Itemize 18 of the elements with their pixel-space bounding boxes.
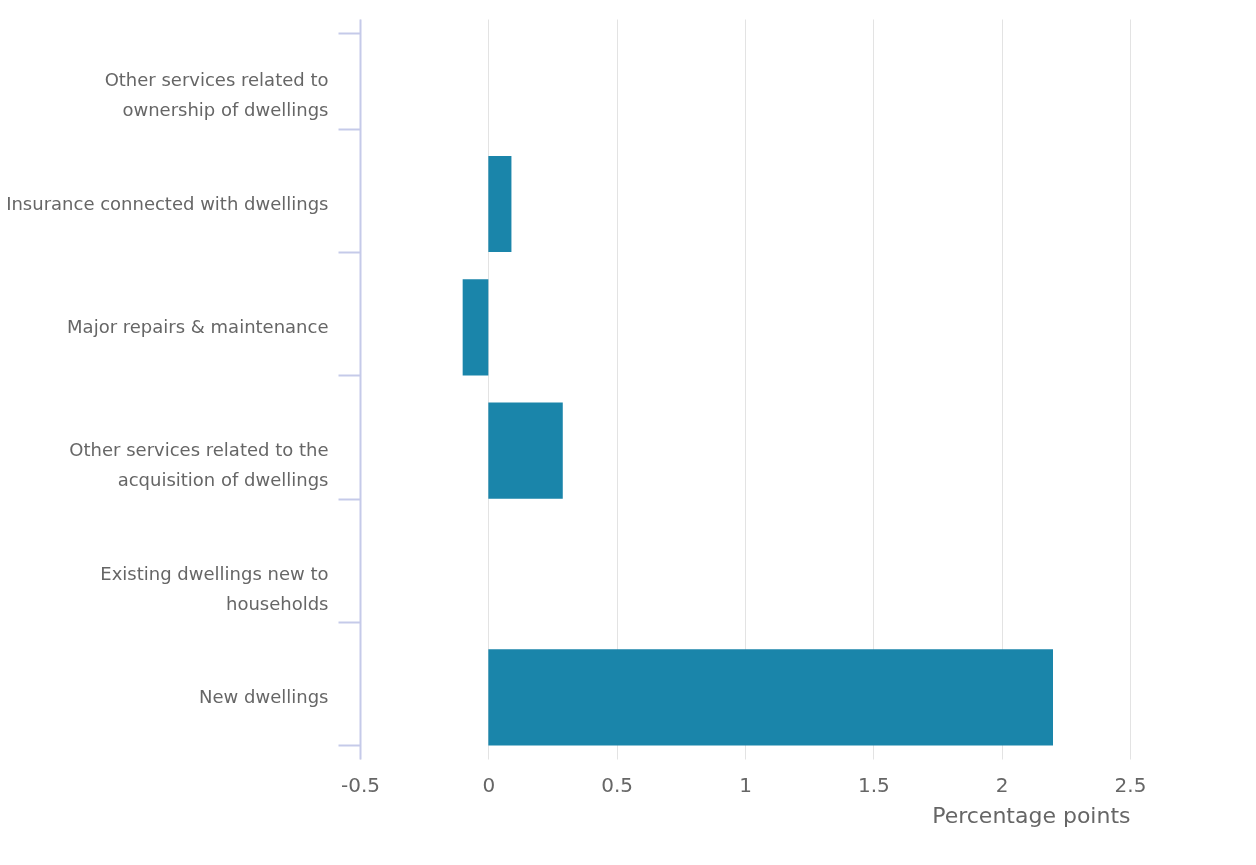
x-tick-label: 0 — [482, 772, 496, 797]
y-tick-label: New dwellings — [199, 685, 329, 707]
y-tick-label: Major repairs & maintenance — [67, 315, 329, 337]
bar — [488, 402, 563, 499]
x-tick-label: 2 — [995, 772, 1009, 797]
x-tick-label: 1.5 — [857, 772, 890, 797]
y-tick-label: Other services related to ownership of dwellings — [104, 69, 329, 121]
y-tick-label: Existing dwellings new to households — [100, 562, 329, 614]
y-tick-label: Other services related to the acquisition of dwellings — [69, 439, 329, 491]
x-axis-title: Percentage points — [932, 802, 1131, 828]
bar — [488, 155, 512, 253]
bar — [462, 279, 489, 376]
x-tick-label: 2.5 — [1114, 772, 1147, 797]
y-tick-label: Insurance connected with dwellings — [6, 192, 329, 214]
x-tick-label: -0.5 — [340, 772, 381, 797]
x-tick-label: 0.5 — [601, 772, 634, 797]
x-tick-label: 1 — [739, 772, 752, 797]
bar — [488, 649, 1053, 746]
